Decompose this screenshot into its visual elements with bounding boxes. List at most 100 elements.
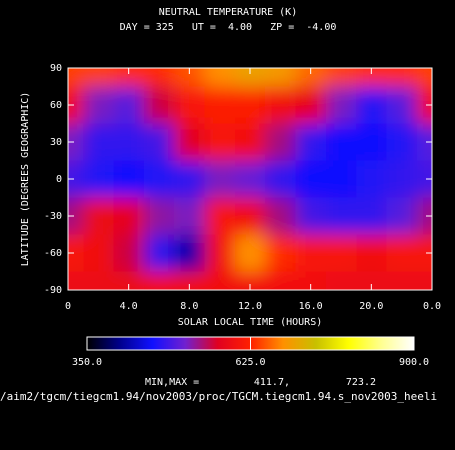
- y-tick-label: 90: [50, 63, 62, 74]
- heat-cell: [83, 160, 114, 198]
- heat-cell: [295, 234, 327, 272]
- heat-cell: [174, 123, 205, 161]
- heat-cell: [386, 86, 418, 124]
- heat-cell: [83, 86, 114, 124]
- heat-cell: [265, 271, 296, 290]
- heat-cell: [416, 271, 432, 290]
- heat-cell: [265, 123, 296, 161]
- heat-cell: [386, 160, 418, 198]
- heat-cell: [204, 234, 236, 272]
- x-tick-label: 20.0: [359, 301, 383, 312]
- y-tick-label: -60: [44, 248, 62, 259]
- heat-cell: [234, 234, 266, 272]
- heat-cell: [356, 160, 387, 198]
- heat-cell: [295, 68, 327, 87]
- heat-cell: [416, 123, 432, 161]
- heat-cell: [356, 197, 387, 235]
- y-tick-label: 30: [50, 137, 62, 148]
- y-tick-label: 0: [56, 174, 62, 185]
- heat-cell: [83, 271, 114, 290]
- field: [68, 68, 432, 290]
- heat-cell: [234, 86, 266, 124]
- heat-cell: [325, 160, 357, 198]
- heat-cell: [204, 271, 236, 290]
- x-tick-label: 4.0: [120, 301, 138, 312]
- heat-cell: [416, 68, 432, 87]
- heat-cell: [234, 123, 266, 161]
- heat-cell: [68, 123, 84, 161]
- heat-cell: [325, 271, 357, 290]
- heat-cell: [143, 68, 175, 87]
- colorbar-tick-label: 900.0: [399, 357, 429, 368]
- heat-cell: [325, 86, 357, 124]
- y-tick-label: 60: [50, 100, 62, 111]
- heat-cell: [143, 86, 175, 124]
- x-tick-label: 0: [65, 301, 71, 312]
- heat-cell: [295, 160, 327, 198]
- heat-cell: [325, 123, 357, 161]
- heat-cell: [204, 160, 236, 198]
- file-path: /aim2/tgcm/tiegcm1.94/nov2003/proc/TGCM.…: [0, 390, 437, 403]
- max-value: 723.2: [346, 377, 376, 388]
- heat-cell: [416, 86, 432, 124]
- heat-cell: [386, 123, 418, 161]
- heat-cell: [416, 234, 432, 272]
- heat-cell: [386, 68, 418, 87]
- heat-cell: [386, 234, 418, 272]
- heat-cell: [68, 234, 84, 272]
- heat-cell: [143, 271, 175, 290]
- heat-cell: [295, 123, 327, 161]
- y-tick-label: -30: [44, 211, 62, 222]
- heat-cell: [113, 68, 145, 87]
- min-max-label: MIN,MAX =: [145, 377, 199, 388]
- heat-cell: [416, 160, 432, 198]
- x-tick-label: 0.0: [423, 301, 441, 312]
- heat-cell: [68, 86, 84, 124]
- heat-cell: [295, 197, 327, 235]
- heat-cell: [234, 160, 266, 198]
- x-tick-label: 16.0: [299, 301, 323, 312]
- heat-cell: [174, 197, 205, 235]
- heat-cell: [143, 160, 175, 198]
- x-axis-label: SOLAR LOCAL TIME (HOURS): [178, 317, 323, 328]
- chart-title: NEUTRAL TEMPERATURE (K): [159, 7, 297, 18]
- colorbar-tick-label: 625.0: [235, 357, 265, 368]
- heat-cell: [83, 68, 114, 87]
- heat-cell: [83, 123, 114, 161]
- heat-cell: [295, 86, 327, 124]
- chart-subtitle: DAY = 325 UT = 4.00 ZP = -4.00: [120, 22, 337, 33]
- heat-cell: [204, 68, 236, 87]
- y-tick-label: -90: [44, 285, 62, 296]
- heat-cell: [265, 68, 296, 87]
- y-axis-label: LATITUDE (DEGREES GEOGRAPHIC): [20, 92, 31, 267]
- x-tick-label: 12.0: [238, 301, 262, 312]
- heat-cell: [174, 234, 205, 272]
- heat-cell: [356, 271, 387, 290]
- heat-cell: [113, 123, 145, 161]
- heat-cell: [325, 68, 357, 87]
- min-value: 411.7,: [254, 377, 290, 388]
- heat-cell: [204, 123, 236, 161]
- heat-cell: [295, 271, 327, 290]
- heat-cell: [143, 197, 175, 235]
- heat-cell: [265, 234, 296, 272]
- heat-cell: [68, 197, 84, 235]
- heat-cell: [174, 160, 205, 198]
- heat-cell: [356, 86, 387, 124]
- heat-cell: [265, 86, 296, 124]
- heat-cell: [68, 160, 84, 198]
- heat-cell: [386, 197, 418, 235]
- heat-cell: [204, 197, 236, 235]
- heat-cell: [356, 123, 387, 161]
- heat-cell: [416, 197, 432, 235]
- heat-cell: [174, 68, 205, 87]
- x-tick-label: 8.0: [180, 301, 198, 312]
- heat-cell: [113, 160, 145, 198]
- heat-cell: [325, 234, 357, 272]
- heat-cell: [234, 68, 266, 87]
- heat-cell: [386, 271, 418, 290]
- heat-cell: [113, 197, 145, 235]
- heat-cell: [234, 197, 266, 235]
- heat-cell: [265, 160, 296, 198]
